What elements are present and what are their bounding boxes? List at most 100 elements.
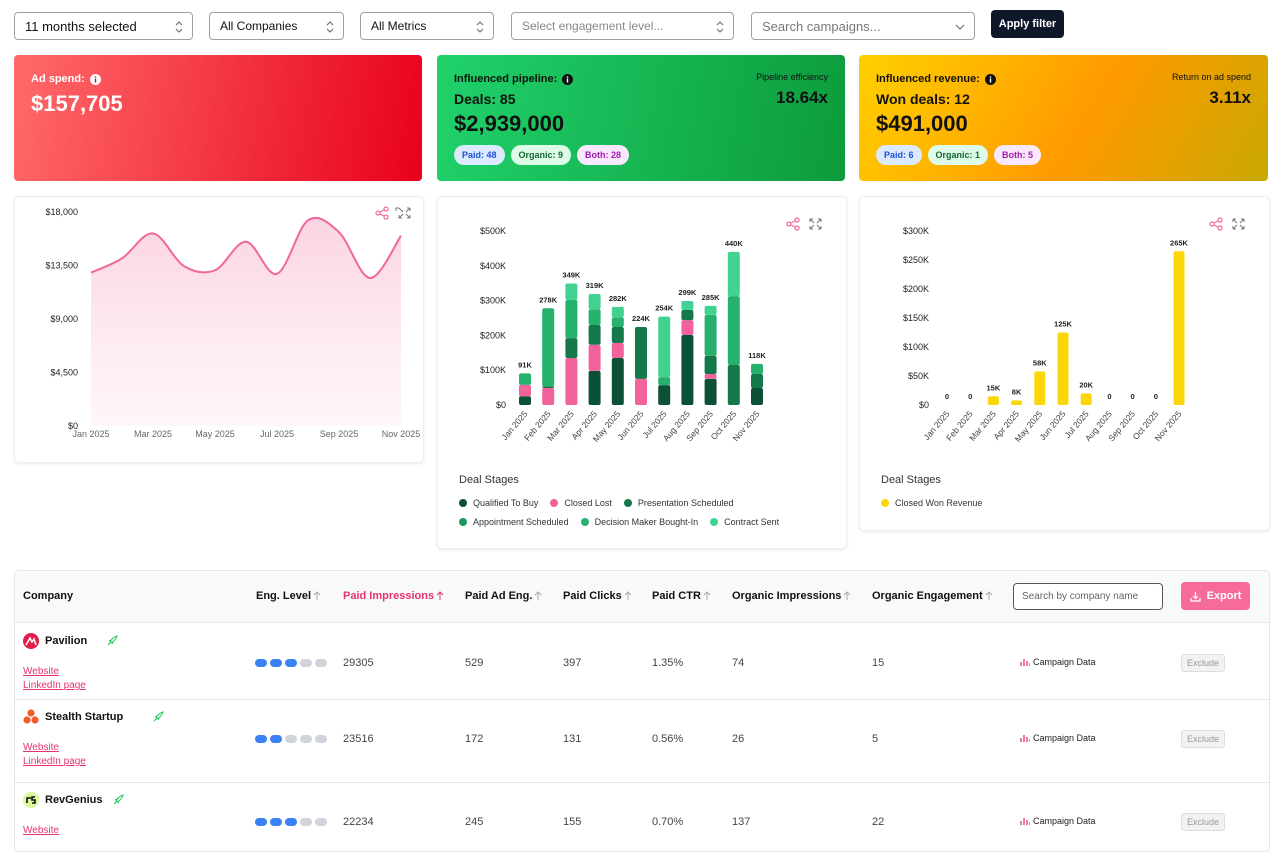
column-header[interactable]: Paid Clicks bbox=[563, 590, 632, 602]
website-link[interactable]: Website bbox=[23, 825, 59, 836]
chart-icon-shape bbox=[1020, 818, 1030, 825]
legend-swatch bbox=[881, 499, 889, 507]
column-header[interactable]: Paid Impressions bbox=[343, 590, 444, 602]
bar-segment bbox=[658, 316, 671, 378]
sort-arrow bbox=[535, 591, 542, 600]
select-text: All Companies bbox=[220, 19, 298, 33]
column-header[interactable]: Organic Engagement bbox=[872, 590, 993, 602]
table-row: Stealth Startup Website LinkedIn page 23516… bbox=[15, 699, 1269, 783]
kpi-amount: $2,939,000 bbox=[454, 111, 565, 136]
bar-segment bbox=[681, 309, 694, 321]
value-label: 0 bbox=[1107, 392, 1111, 401]
export-button[interactable]: Export bbox=[1181, 582, 1250, 610]
bar-segment bbox=[565, 338, 578, 359]
bar-segment bbox=[727, 251, 740, 297]
legend-swatch bbox=[710, 518, 719, 526]
legend-item: Decision Maker Bought-In bbox=[580, 517, 698, 527]
side-value: 18.64x bbox=[776, 88, 828, 107]
kpi-label-row: Ad spend: bbox=[31, 73, 405, 85]
sort-arrow bbox=[844, 591, 851, 600]
rocket-shape bbox=[107, 635, 118, 646]
company-name: Pavilion bbox=[45, 635, 88, 647]
exclude-button[interactable]: Exclude bbox=[1181, 813, 1226, 831]
bar-segment bbox=[681, 335, 694, 405]
website-link[interactable]: Website bbox=[23, 666, 59, 677]
share-icon[interactable] bbox=[786, 217, 800, 231]
engagement-dot bbox=[270, 659, 282, 667]
expand-icon[interactable] bbox=[1232, 218, 1245, 230]
y-tick-label: $300K bbox=[480, 296, 506, 306]
metric-select[interactable]: All Metrics bbox=[360, 12, 494, 40]
linkedin-link[interactable]: LinkedIn page bbox=[23, 680, 86, 691]
legend-swatch bbox=[623, 499, 632, 507]
website-link[interactable]: Website bbox=[23, 742, 59, 753]
rocket-icon bbox=[107, 635, 118, 646]
engagement-dot bbox=[255, 735, 267, 743]
bar bbox=[1034, 371, 1046, 405]
legend-label: Presentation Scheduled bbox=[637, 498, 734, 508]
area-chart: $0 $4,500 $9,000 $13,500 $18,000 Jan 2025 Mar … bbox=[45, 206, 420, 439]
linkedin-link[interactable]: LinkedIn page bbox=[23, 756, 86, 767]
bar-segment bbox=[704, 374, 717, 379]
table-cell: 15 bbox=[872, 657, 885, 669]
sort-arrow bbox=[703, 591, 711, 600]
company-table: Search by company name Export Company Eng… bbox=[14, 570, 1270, 852]
campaign-data-link[interactable]: Campaign Data bbox=[1020, 733, 1096, 743]
rocket-icon bbox=[114, 794, 125, 805]
column-title: Eng. Level bbox=[256, 590, 312, 602]
total-label: 299K bbox=[678, 288, 697, 297]
bar-segment bbox=[519, 373, 531, 385]
column-title: Paid Clicks bbox=[563, 590, 622, 602]
legend-label: Closed Won Revenue bbox=[895, 498, 983, 508]
sort-icon bbox=[436, 591, 444, 600]
column-title: Company bbox=[23, 590, 74, 602]
share-icon[interactable] bbox=[375, 206, 389, 220]
pills: Paid: 48 Organic: 9 Both: 28 bbox=[454, 145, 828, 165]
legend-items: Qualified To Buy Closed Lost Presentation … bbox=[459, 498, 839, 527]
value-label: 58K bbox=[1033, 358, 1047, 367]
bar-segment bbox=[611, 343, 624, 359]
expand-icon[interactable] bbox=[395, 207, 411, 219]
y-tick-label: $150K bbox=[903, 313, 929, 323]
share-icon[interactable] bbox=[1209, 217, 1223, 231]
y-tick-label: $100K bbox=[480, 365, 506, 375]
engagement-select[interactable]: Select engagement level... bbox=[511, 12, 734, 40]
bar-segment bbox=[611, 358, 624, 405]
y-tick-label: $200K bbox=[480, 330, 506, 340]
exclude-button[interactable]: Exclude bbox=[1181, 654, 1226, 672]
campaign-search[interactable]: Search campaigns... bbox=[751, 12, 975, 40]
y-tick-label: $100K bbox=[903, 342, 929, 352]
expand-icon[interactable] bbox=[809, 218, 822, 230]
campaign-data-link[interactable]: Campaign Data bbox=[1020, 657, 1096, 667]
month-select[interactable]: 11 months selected bbox=[14, 12, 193, 40]
column-header[interactable]: Paid Ad Eng. bbox=[465, 590, 542, 602]
bar-segment bbox=[704, 314, 717, 356]
value-label: 15K bbox=[987, 383, 1001, 392]
company-search[interactable]: Search by company name bbox=[1013, 583, 1163, 610]
legend-items: Closed Won Revenue bbox=[881, 498, 1251, 508]
column-header[interactable]: Organic Impressions bbox=[732, 590, 851, 602]
company-select[interactable]: All Companies bbox=[209, 12, 344, 40]
campaign-data-text: Campaign Data bbox=[1033, 657, 1096, 667]
chevron bbox=[476, 21, 484, 33]
bar-segment bbox=[542, 308, 555, 387]
column-header[interactable]: Paid CTR bbox=[652, 590, 711, 602]
chart-icon bbox=[1020, 659, 1030, 666]
side-value: 3.11x bbox=[1209, 88, 1251, 107]
exclude-button[interactable]: Exclude bbox=[1181, 730, 1226, 748]
total-label: 254K bbox=[655, 304, 674, 313]
bar-segment bbox=[588, 324, 601, 345]
apply-button[interactable]: Apply filter bbox=[991, 10, 1064, 38]
pill: Both: 28 bbox=[577, 145, 630, 165]
campaign-data-link[interactable]: Campaign Data bbox=[1020, 816, 1096, 826]
engagement-dot bbox=[315, 735, 327, 743]
bar-segment bbox=[611, 306, 624, 318]
engagement-dot bbox=[315, 659, 327, 667]
bar-segment bbox=[635, 378, 647, 405]
y-tick-label: $200K bbox=[903, 284, 929, 294]
info-icon bbox=[89, 73, 101, 85]
column-header[interactable]: Eng. Level bbox=[256, 590, 321, 602]
company-logo bbox=[23, 633, 39, 649]
kpi-amount: $157,705 bbox=[31, 91, 123, 116]
